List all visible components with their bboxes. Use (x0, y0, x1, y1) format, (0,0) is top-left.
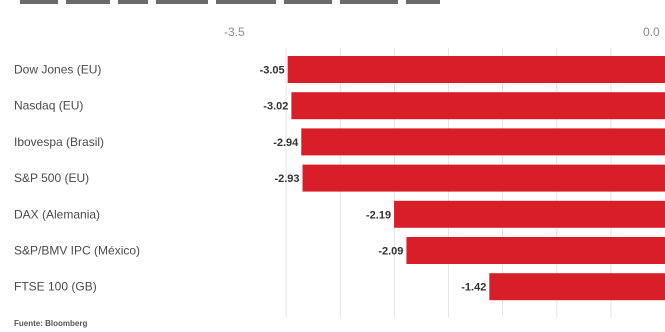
data-label: -3.05 (260, 65, 285, 77)
bar (302, 164, 665, 192)
source-note: Fuente: Bloomberg (14, 319, 87, 328)
bar (394, 200, 665, 228)
bar (489, 273, 665, 301)
bar (291, 92, 665, 120)
bars (287, 56, 665, 301)
category-label: S&P/BMV IPC (México) (14, 244, 140, 258)
data-label: -2.09 (378, 246, 403, 258)
category-labels: Dow Jones (EU) Nasdaq (EU) Ibovespa (Brasi… (14, 63, 140, 294)
x-tick-label: -3.5 (224, 25, 245, 39)
category-label: S&P 500 (EU) (14, 171, 89, 185)
category-label: FTSE 100 (GB) (14, 280, 97, 294)
value-labels: -3.05 -3.02 -2.94 -2.93 -2.19 -2.09 -1.42 (260, 65, 487, 294)
data-label: -2.19 (366, 209, 391, 221)
data-label: -1.42 (461, 282, 486, 294)
chart-title-fragment (20, 0, 440, 4)
category-label: Dow Jones (EU) (14, 63, 101, 77)
x-tick-label: 0.0 (643, 25, 660, 39)
data-label: -2.93 (274, 173, 299, 185)
category-label: DAX (Alemania) (14, 207, 100, 221)
bar (406, 237, 665, 264)
category-label: Nasdaq (EU) (14, 99, 83, 113)
data-label: -2.94 (273, 137, 299, 149)
bar (287, 56, 665, 83)
x-axis-ticks: -3.5 0.0 (224, 25, 660, 39)
bar (301, 128, 665, 156)
data-label: -3.02 (263, 101, 288, 113)
category-label: Ibovespa (Brasil) (14, 135, 104, 149)
